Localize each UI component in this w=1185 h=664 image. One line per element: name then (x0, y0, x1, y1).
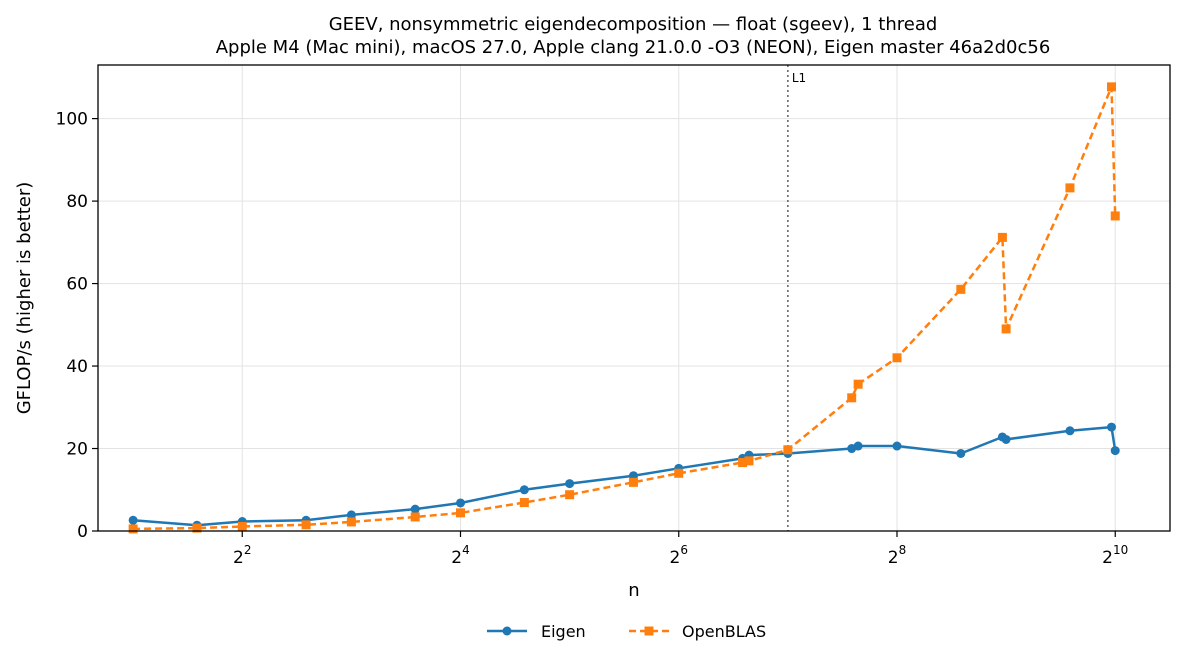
data-point-eigen (410, 504, 420, 514)
data-point-openblas (237, 521, 247, 531)
data-point-eigen (853, 441, 863, 451)
data-point-openblas (674, 468, 684, 478)
data-point-openblas (346, 517, 356, 527)
data-point-openblas (192, 523, 202, 533)
data-point-eigen (1110, 446, 1120, 456)
data-point-openblas (1065, 183, 1075, 193)
data-point-openblas (853, 379, 863, 389)
data-point-openblas (301, 520, 311, 530)
x-tick-exponent: 6 (680, 543, 688, 557)
x-tick-exponent: 8 (899, 543, 907, 557)
data-point-openblas (997, 232, 1007, 242)
data-point-openblas (519, 498, 529, 508)
data-point-openblas (1110, 211, 1120, 221)
x-tick-base: 2 (451, 548, 462, 568)
y-tick-label: 100 (56, 110, 88, 130)
x-tick-base: 2 (670, 548, 681, 568)
data-point-eigen (519, 485, 529, 495)
chart-title-line1: GEEV, nonsymmetric eigendecomposition — … (329, 14, 938, 35)
legend-item-openblas: OpenBLAS (629, 622, 766, 641)
data-point-eigen (956, 448, 966, 458)
l1-cache-marker: L1 (787, 65, 806, 531)
series-layer (128, 82, 1120, 534)
data-point-openblas (628, 477, 638, 487)
x-tick-base: 2 (888, 548, 899, 568)
data-point-openblas (410, 512, 420, 522)
data-point-openblas (738, 458, 748, 468)
data-point-openblas (956, 284, 966, 294)
x-tick-label: 210 (1102, 543, 1128, 568)
x-tick-base: 2 (233, 548, 244, 568)
y-axis-ticks: 0 20 40 60 80 100 (56, 110, 98, 542)
data-point-openblas (565, 490, 575, 500)
legend-label-openblas: OpenBLAS (682, 622, 766, 641)
y-tick-label: 0 (77, 522, 88, 542)
series-line-openblas (133, 85, 1117, 531)
chart-title-line2: Apple M4 (Mac mini), macOS 27.0, Apple c… (216, 37, 1051, 58)
data-point-eigen (1065, 426, 1075, 436)
x-tick-base: 2 (1102, 548, 1113, 568)
data-point-eigen (892, 441, 902, 451)
y-tick-label: 40 (66, 357, 88, 377)
data-point-eigen (565, 479, 575, 489)
y-tick-label: 80 (66, 192, 88, 212)
l1-label: L1 (792, 71, 806, 85)
y-axis-label: GFLOP/s (higher is better) (14, 182, 35, 415)
x-axis-ticks: 22 24 26 28 210 (233, 531, 1128, 568)
data-point-openblas (783, 445, 793, 455)
data-point-openblas (847, 393, 857, 403)
data-point-openblas (744, 456, 754, 466)
legend-marker-openblas (644, 626, 654, 636)
x-tick-label: 28 (888, 543, 906, 568)
data-point-openblas (128, 524, 138, 534)
legend-item-eigen: Eigen (487, 622, 586, 641)
x-axis-label: n (628, 580, 639, 601)
data-point-eigen (1107, 422, 1117, 432)
legend-label-eigen: Eigen (541, 622, 586, 641)
x-tick-label: 22 (233, 543, 251, 568)
data-point-openblas (892, 353, 902, 363)
y-tick-label: 20 (66, 440, 88, 460)
data-point-openblas (1107, 82, 1117, 92)
legend-marker-eigen (502, 626, 512, 636)
legend: Eigen OpenBLAS (487, 622, 766, 641)
series-openblas (128, 82, 1120, 534)
data-point-openblas (1001, 324, 1011, 334)
data-point-eigen (346, 510, 356, 520)
data-point-openblas (455, 508, 465, 518)
x-tick-exponent: 2 (244, 543, 252, 557)
data-point-eigen (128, 515, 138, 525)
x-tick-label: 24 (451, 543, 469, 568)
x-tick-exponent: 10 (1113, 543, 1128, 557)
data-point-eigen (455, 498, 465, 508)
data-point-eigen (1001, 434, 1011, 444)
plot-area-frame (97, 64, 1171, 532)
x-tick-exponent: 4 (462, 543, 470, 557)
y-tick-label: 60 (66, 275, 88, 295)
x-tick-label: 26 (670, 543, 688, 568)
